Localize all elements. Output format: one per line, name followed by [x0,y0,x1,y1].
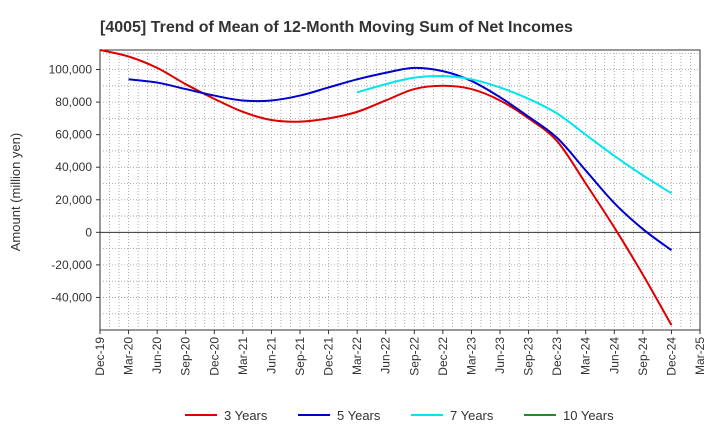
x-tick-label: Dec-19 [93,337,107,376]
series-line-3-years [99,49,673,326]
plot-frame [99,49,701,331]
x-tick-label: Mar-25 [693,337,707,375]
y-tick-label: 20,000 [55,193,92,207]
y-tick-label: 0 [85,225,92,239]
y-tick-label: -40,000 [51,290,92,304]
x-tick-label: Dec-22 [436,337,450,376]
legend: 3 Years 5 Years 7 Years 10 Years [185,408,614,423]
legend-label-3-years: 3 Years [224,408,268,423]
x-tick-label: Mar-24 [579,337,593,375]
x-tick-label: Mar-22 [350,337,364,375]
x-tick-label: Jun-22 [379,337,393,374]
y-tick-label: 60,000 [55,128,92,142]
x-tick-label: Mar-20 [122,337,136,375]
x-tick-label: Sep-24 [636,337,650,376]
chart-title: [4005] Trend of Mean of 12-Month Moving … [100,19,573,36]
x-tick-label: Dec-23 [550,337,564,376]
x-axis-ticks: Dec-19 Mar-20 Jun-20 Sep-20 Dec-20 Mar-21 Jun-… [93,330,707,376]
plot-area [99,49,701,331]
y-tick-label: 100,000 [49,63,93,77]
x-tick-label: Jun-23 [493,337,507,374]
series-lines [99,49,673,326]
x-tick-label: Sep-22 [407,337,421,376]
x-tick-label: Sep-21 [293,337,307,376]
x-tick-label: Dec-21 [322,337,336,376]
x-tick-label: Mar-23 [464,337,478,375]
x-tick-label: Dec-20 [207,337,221,376]
y-tick-label: -20,000 [51,258,92,272]
x-tick-label: Jun-21 [264,337,278,374]
y-tick-label: 40,000 [55,160,92,174]
x-tick-label: Mar-21 [236,337,250,375]
x-tick-label: Dec-24 [664,337,678,376]
x-tick-label: Sep-20 [179,337,193,376]
x-tick-label: Jun-20 [150,337,164,374]
legend-label-7-years: 7 Years [450,408,494,423]
y-axis-ticks: 100,000 80,000 60,000 40,000 20,000 0 -20,000 -… [49,63,100,304]
legend-label-10-years: 10 Years [563,408,614,423]
y-axis-label: Amount (million yen) [8,133,23,252]
y-tick-label: 80,000 [55,95,92,109]
x-tick-label: Jun-24 [607,337,621,374]
series-line-5-years [128,66,673,252]
series-line-7-years [356,74,672,195]
legend-label-5-years: 5 Years [337,408,381,423]
x-tick-label: Sep-23 [522,337,536,376]
